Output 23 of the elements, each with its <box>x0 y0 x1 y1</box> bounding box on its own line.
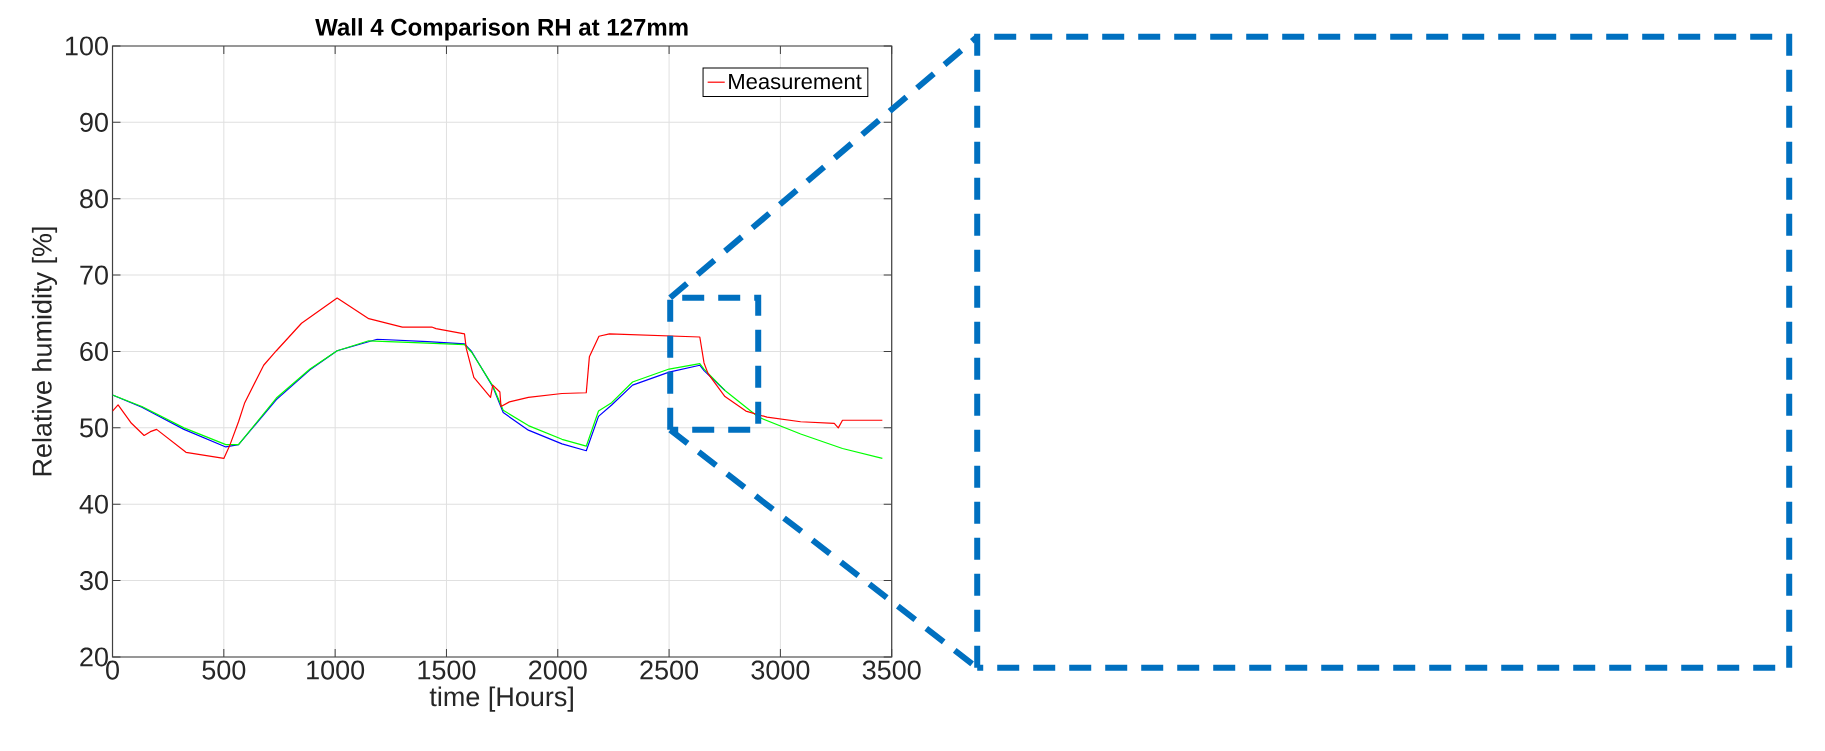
x-tick-label: 1500 <box>418 660 476 680</box>
y-tick-label: 80 <box>80 189 108 209</box>
line-series <box>112 340 883 460</box>
x-axis-title: time [Hours] <box>429 686 573 712</box>
y-tick-label: 70 <box>80 265 108 285</box>
y-tick-label: 60 <box>80 341 108 362</box>
x-tick-label: 500 <box>202 660 246 680</box>
x-tick-label: 2500 <box>640 660 699 680</box>
y-axis-title: Relative humidity [%] <box>31 227 58 476</box>
y-tick-label: 20 <box>80 647 108 667</box>
x-tick-label: 1000 <box>307 660 365 680</box>
legend-label: Measurement <box>729 73 862 90</box>
y-tick-label: 50 <box>80 418 108 438</box>
y-tick-label: 90 <box>80 112 108 132</box>
x-tick-label: 3500 <box>862 660 921 680</box>
x-tick-label: 0 <box>106 660 119 680</box>
y-tick-label: 40 <box>79 494 108 514</box>
line-series <box>112 297 883 460</box>
y-tick-label: 100 <box>65 36 108 56</box>
x-tick-label: 3000 <box>751 660 810 680</box>
x-tick-label: 2000 <box>529 660 587 680</box>
chart-title: Wall 4 Comparison RH at 127mm <box>315 18 688 41</box>
y-tick-label: 30 <box>79 571 108 591</box>
